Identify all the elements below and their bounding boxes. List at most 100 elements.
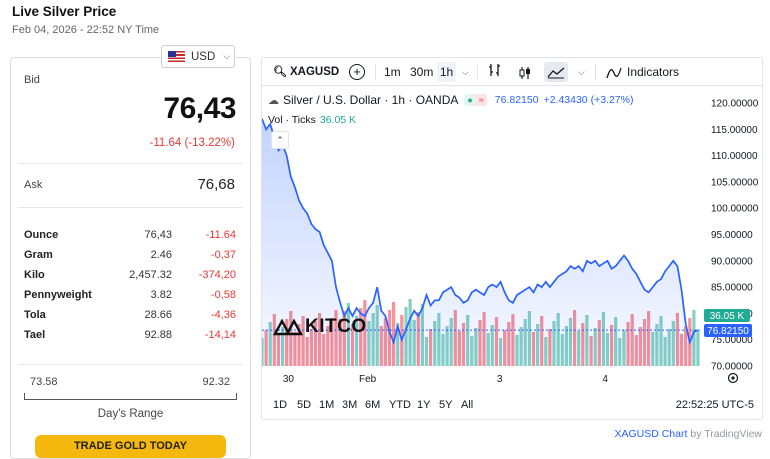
x-tick-label: 4	[602, 374, 608, 385]
area-chart-icon[interactable]	[544, 62, 568, 82]
legend-price: 76.82150	[494, 94, 539, 106]
tradingview-attribution[interactable]: XAGUSD Chart by TradingView	[614, 428, 762, 440]
price-line	[262, 118, 699, 346]
symbol-search[interactable]: 🔍︎ XAGUSD	[273, 58, 339, 86]
indicators-button[interactable]: Indicators	[627, 65, 680, 79]
candlestick-icon[interactable]	[518, 58, 532, 86]
unit-row-tola: Tola 28.66 -4,36	[24, 307, 238, 327]
kitco-logo: KITCO	[273, 316, 367, 338]
volume-legend-value: 36.05 K	[319, 114, 357, 126]
unit-price: 92.88	[144, 329, 172, 341]
unit-name: Tola	[24, 309, 46, 321]
unit-price: 2.46	[150, 249, 172, 261]
unit-name: Gram	[24, 249, 53, 261]
price-area-fill	[262, 118, 698, 366]
ask-label: Ask	[24, 179, 43, 191]
unit-price: 28.66	[144, 309, 172, 321]
compare-bars-icon[interactable]	[488, 58, 502, 86]
watermark-text: KITCO	[305, 316, 367, 337]
range-1m[interactable]: 1M	[319, 399, 335, 411]
interval-30m[interactable]: 30m	[410, 65, 434, 79]
legend-title: Silver / U.S. Dollar · 1h · OANDA	[283, 93, 459, 107]
range-1y[interactable]: 1Y	[417, 399, 431, 411]
volume-legend: Vol · Ticks 36.05 K	[268, 114, 356, 126]
trade-gold-button[interactable]: TRADE GOLD TODAY	[35, 435, 226, 458]
y-tick-label: 95.00000	[711, 230, 753, 241]
y-tick-label: 115.00000	[711, 125, 758, 136]
unit-change: -4,36	[210, 309, 236, 321]
divider	[477, 64, 478, 80]
data-delay-icon: ≈	[475, 94, 487, 106]
symbol-label: XAGUSD	[289, 66, 340, 78]
last-volume-badge: 36.05 K	[704, 309, 750, 322]
unit-name: Pennyweight	[24, 289, 92, 301]
attribution-link[interactable]: XAGUSD Chart	[614, 428, 688, 440]
range-6m[interactable]: 6M	[365, 399, 381, 411]
divider	[18, 364, 243, 365]
x-tick-label: Feb	[359, 374, 377, 385]
unit-change: -0,58	[210, 289, 236, 301]
unit-price: 3.82	[150, 289, 172, 301]
bid-label: Bid	[24, 74, 40, 86]
volume-bar	[392, 302, 396, 366]
unit-price-list: Ounce 76,43 -11.64 Gram 2.46 -0,37 Kilo …	[24, 227, 238, 347]
y-tick-label: 105.00000	[711, 177, 759, 188]
unit-name: Ounce	[24, 229, 59, 241]
add-symbol-icon[interactable]: +	[349, 64, 365, 80]
indicators-icon[interactable]	[606, 58, 622, 86]
day-range-bar	[24, 393, 237, 400]
interval-1m[interactable]: 1m	[384, 65, 401, 79]
day-range-label: Day's Range	[97, 408, 164, 420]
market-status-pills[interactable]: ● ≈	[464, 94, 487, 106]
interval-1h[interactable]: 1h	[437, 62, 456, 82]
range-ytd[interactable]: YTD	[389, 399, 411, 411]
x-tick-label: 3	[497, 374, 503, 385]
day-range-low: 73.58	[30, 376, 58, 388]
chart-toolbar: 🔍︎ XAGUSD + 1m 30m 1h ⌵ ⌵ Indicators	[262, 58, 762, 86]
range-all[interactable]: All	[461, 399, 474, 411]
unit-price: 2,457.32	[129, 269, 172, 281]
day-range-high: 92.32	[202, 376, 230, 388]
us-flag-icon	[168, 51, 185, 62]
last-price-badge: 76.82150	[704, 324, 752, 337]
x-tick-label: 30	[283, 374, 295, 385]
unit-row-pennyweight: Pennyweight 3.82 -0,58	[24, 287, 238, 307]
search-icon: 🔍︎	[273, 66, 287, 78]
bid-price: 76,43	[163, 92, 236, 125]
unit-name: Tael	[24, 329, 46, 341]
y-tick-label: 85.00000	[711, 283, 753, 294]
currency-select[interactable]: USD ⌵	[161, 45, 235, 68]
y-tick-label: 120.00000	[711, 99, 759, 110]
unit-name: Kilo	[24, 269, 45, 281]
unit-change: -14,14	[204, 329, 236, 341]
chart-type-chevron-down-icon[interactable]: ⌵	[578, 67, 585, 77]
volume-legend-label: Vol · Ticks	[268, 114, 316, 126]
last-volume-label: 36.05 K	[710, 311, 745, 322]
range-3m[interactable]: 3M	[342, 399, 358, 411]
chart-clock: 22:52:25 UTC-5	[675, 399, 754, 411]
range-1d[interactable]: 1D	[273, 399, 288, 411]
settings-gear-icon[interactable]	[727, 372, 739, 384]
unit-change: -11.64	[205, 229, 236, 241]
currency-selected-label: USD	[191, 50, 216, 63]
y-tick-label: 110.00000	[711, 151, 758, 162]
unit-row-kilo: Kilo 2,457.32 -374,20	[24, 267, 238, 287]
collapse-legend-button[interactable]: ⌃	[271, 131, 289, 149]
price-chart[interactable]: 120.00000 115.00000 110.00000 105.00000 100.…	[262, 87, 762, 392]
y-tick-label: 70.00000	[711, 362, 753, 373]
chart-legend: ☁︎ Silver / U.S. Dollar · 1h · OANDA ● ≈…	[268, 93, 633, 107]
bid-change: -11.64 (-13.22%)	[149, 137, 235, 149]
page-title: Live Silver Price	[12, 4, 117, 19]
kitco-logo-icon	[273, 318, 303, 336]
y-tick-label: 100.00000	[711, 204, 759, 215]
divider	[18, 163, 243, 164]
unit-row-ounce: Ounce 76,43 -11.64	[24, 227, 238, 247]
y-tick-label: 75.00000	[711, 335, 753, 346]
range-5d[interactable]: 5D	[297, 399, 312, 411]
unit-change: -0,37	[210, 249, 236, 261]
interval-chevron-down-icon[interactable]: ⌵	[462, 67, 469, 77]
chevron-down-icon: ⌵	[223, 51, 231, 61]
last-price-label: 76.82150	[707, 326, 749, 337]
range-5y[interactable]: 5Y	[439, 399, 453, 411]
attribution-by: by TradingView	[690, 428, 762, 440]
